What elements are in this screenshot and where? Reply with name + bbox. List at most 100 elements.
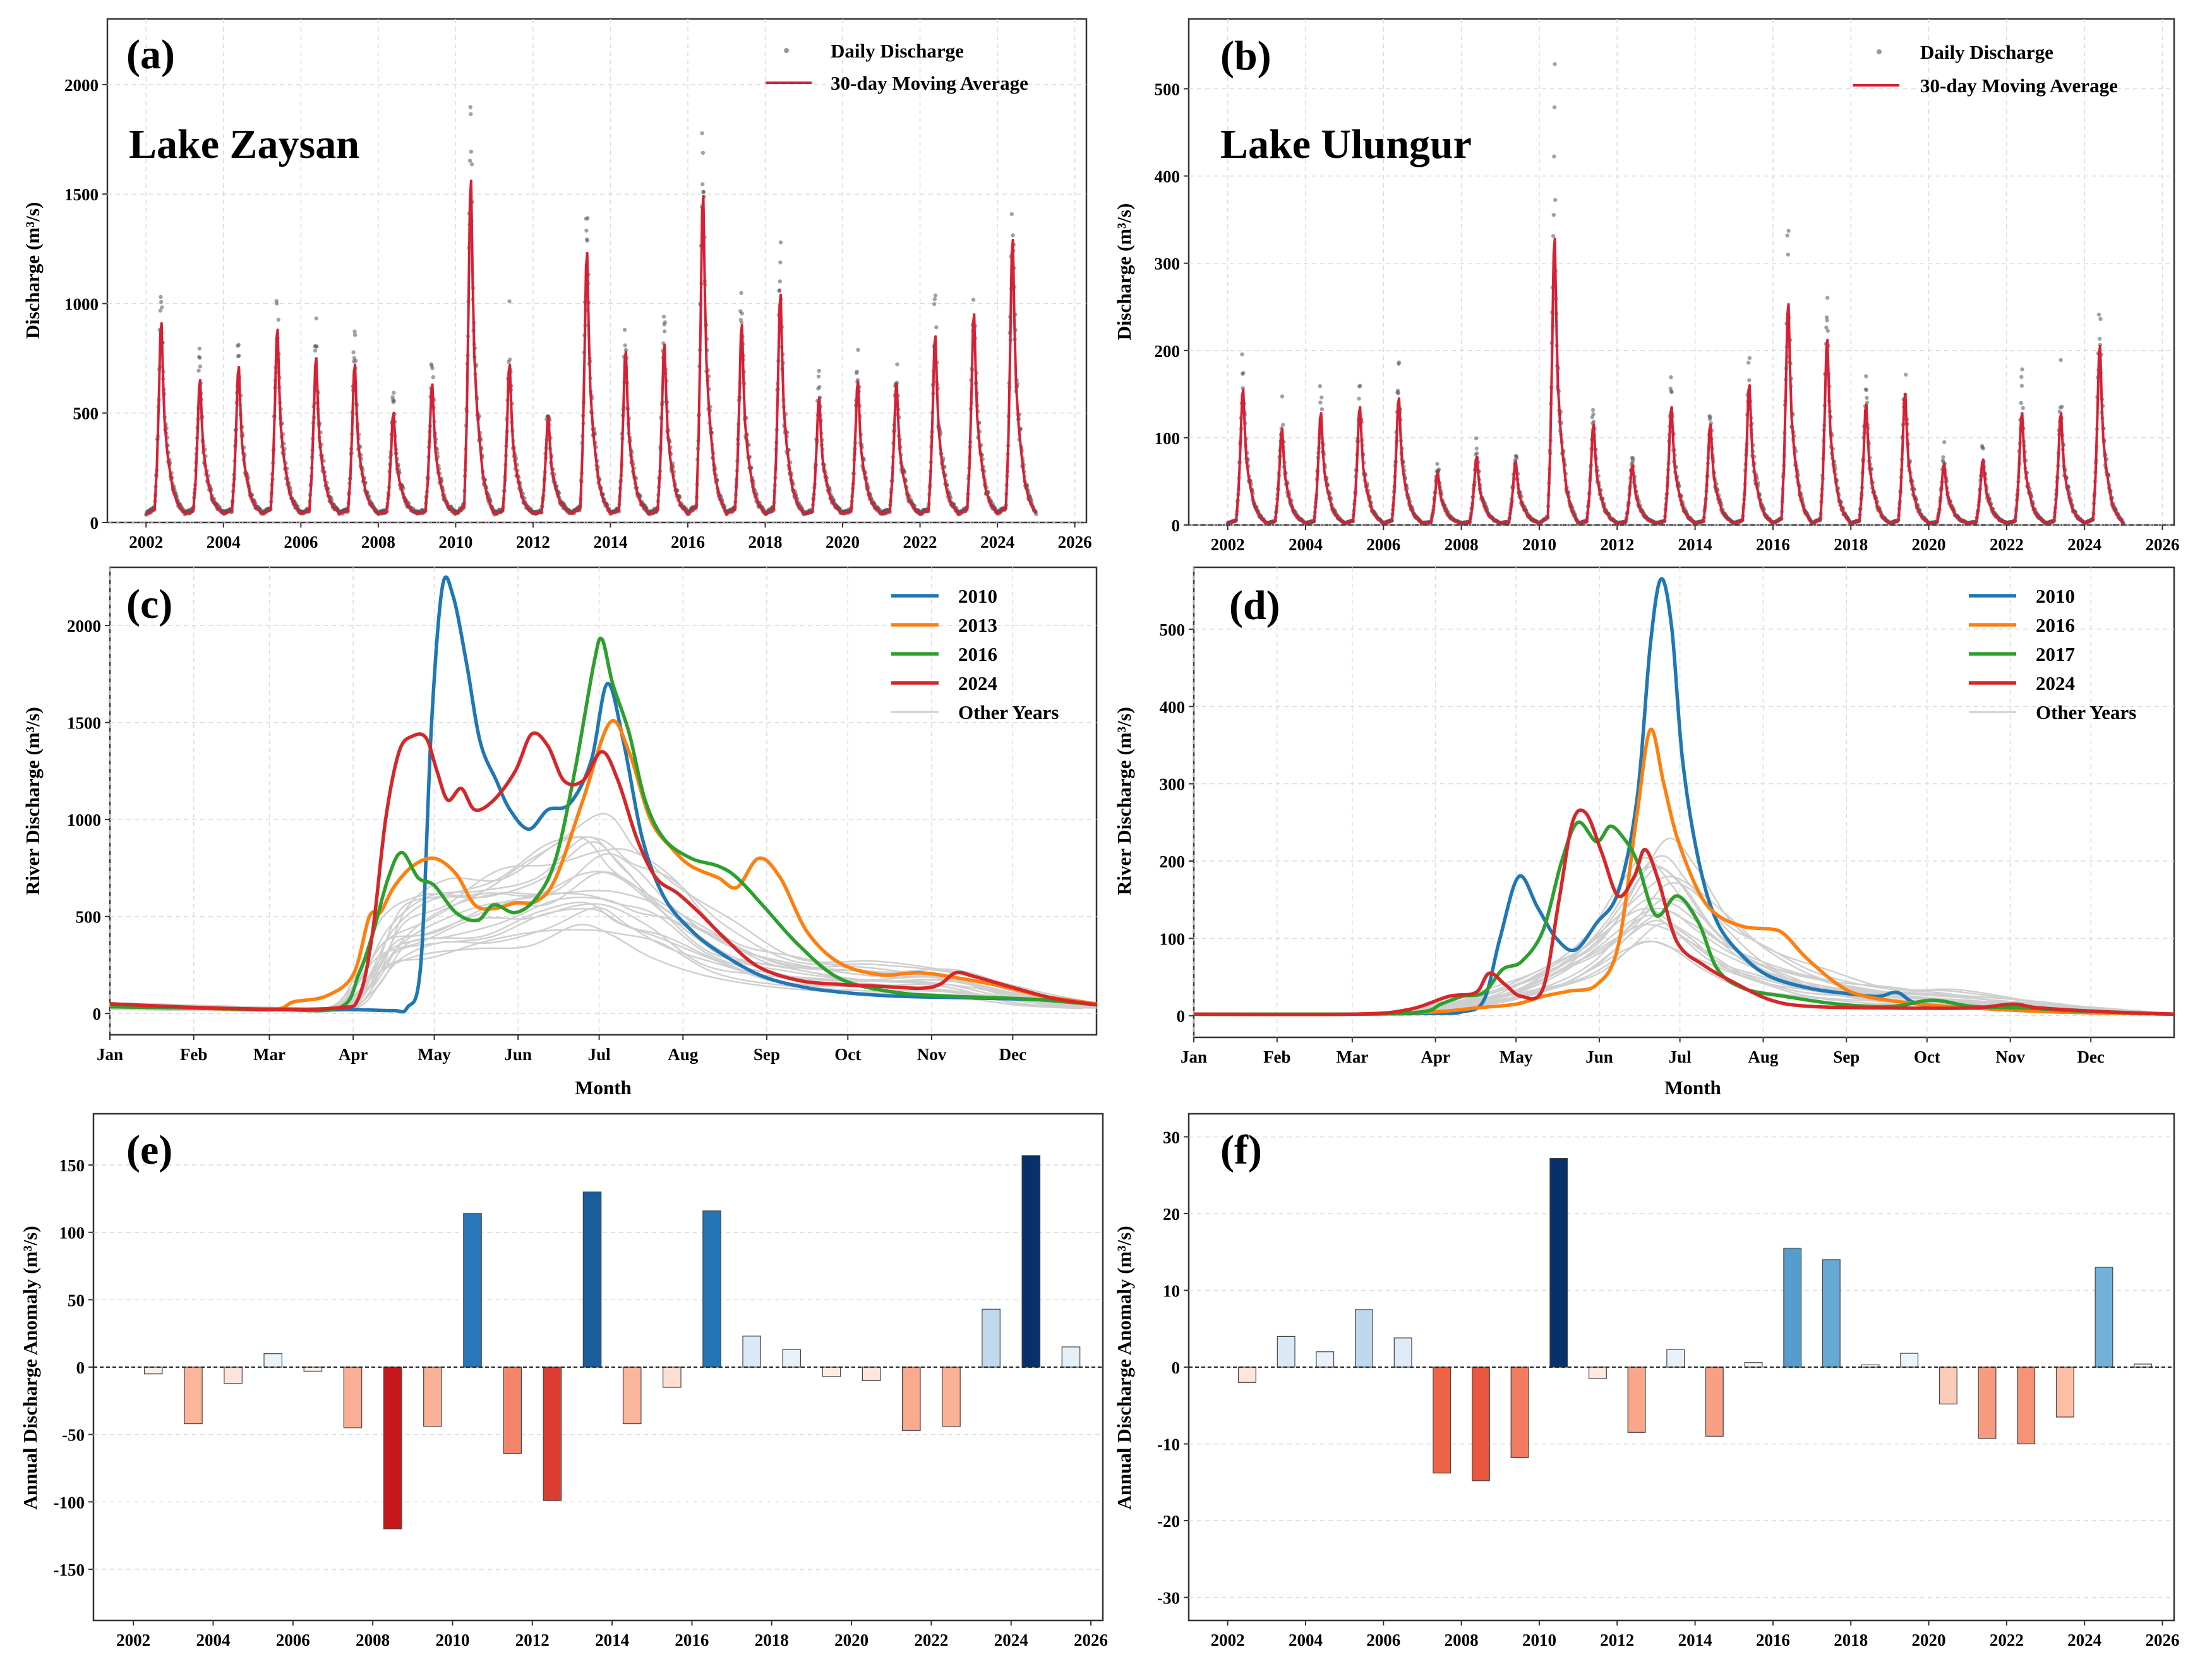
daily-point	[1552, 154, 1556, 159]
legend-label-2016: 2016	[2036, 614, 2075, 636]
daily-point	[1747, 356, 1752, 360]
bar-2008	[383, 1366, 402, 1529]
x-tick-label: 2008	[361, 533, 395, 552]
x-tick-label: 2012	[515, 1631, 550, 1650]
bar-2019	[822, 1366, 841, 1377]
daily-point	[1669, 375, 1673, 380]
daily-point	[1747, 378, 1752, 383]
y-tick-label: -50	[62, 1426, 85, 1445]
x-tick-label: 2004	[196, 1631, 230, 1650]
legend-label-other-years: Other Years	[958, 701, 1059, 723]
panel-b-title: Lake Ulungur	[1220, 121, 1472, 167]
daily-point	[932, 297, 937, 301]
x-tick-label: Feb	[1263, 1047, 1291, 1066]
daily-point	[351, 350, 356, 354]
daily-point	[778, 260, 783, 265]
daily-point	[1708, 415, 1712, 419]
daily-point	[469, 149, 474, 154]
daily-point	[622, 327, 627, 332]
panel-c-xlabel: Month	[575, 1077, 632, 1099]
daily-point	[2021, 406, 2025, 411]
daily-point	[1319, 407, 1325, 411]
daily-point	[1474, 436, 1479, 440]
x-tick-label: Feb	[180, 1045, 208, 1064]
x-tick-label: Dec	[2077, 1047, 2104, 1066]
legend-ma-label: 30-day Moving Average	[831, 72, 1028, 94]
legend-label-2024: 2024	[958, 672, 997, 694]
panel-c-label: (c)	[126, 581, 172, 627]
bar-2011	[503, 1366, 522, 1454]
daily-point	[1240, 352, 1244, 356]
y-tick-label: 0	[1177, 1007, 1186, 1026]
x-tick-label: 2020	[1912, 535, 1946, 554]
daily-point	[159, 299, 164, 305]
x-tick-label: Jun	[1585, 1047, 1613, 1066]
x-tick-label: Sep	[754, 1045, 780, 1064]
y-tick-label: 0	[1172, 516, 1181, 535]
y-tick-label: 400	[1155, 167, 1181, 186]
y-tick-label: 0	[76, 1358, 85, 1377]
y-tick-label: 400	[1160, 697, 1186, 716]
x-tick-label: Nov	[917, 1045, 947, 1064]
daily-point	[392, 399, 397, 403]
daily-point	[275, 301, 279, 306]
x-tick-label: Dec	[999, 1045, 1026, 1064]
y-tick-label: 0	[90, 514, 99, 533]
daily-point	[352, 332, 358, 337]
daily-point	[584, 228, 589, 233]
bar-2021	[901, 1366, 921, 1431]
legend-label-2017: 2017	[2036, 643, 2075, 665]
x-tick-label: 2014	[593, 533, 627, 552]
x-tick-label: 2012	[516, 533, 550, 552]
bar-2013	[582, 1191, 602, 1368]
x-tick-label: Jul	[1669, 1047, 1692, 1066]
y-tick-label: 500	[1155, 80, 1181, 99]
x-tick-label: 2002	[1211, 535, 1245, 554]
daily-point	[508, 357, 512, 362]
y-tick-label: 2000	[64, 76, 99, 95]
daily-point	[469, 112, 473, 116]
x-tick-label: Jan	[1181, 1047, 1207, 1066]
daily-point	[661, 315, 666, 319]
daily-point	[585, 238, 589, 243]
daily-point	[1864, 388, 1869, 392]
daily-point	[2098, 337, 2102, 341]
x-tick-label: 2024	[2067, 535, 2101, 554]
x-tick-label: Apr	[339, 1045, 368, 1064]
daily-point	[392, 390, 396, 395]
x-tick-label: Jun	[504, 1045, 532, 1064]
panel-b-ylabel: Discharge (m³/s)	[1113, 203, 1135, 341]
x-tick-label: Mar	[253, 1045, 286, 1064]
daily-point	[2059, 358, 2063, 363]
daily-point	[1592, 419, 1596, 424]
daily-point	[467, 159, 472, 163]
daily-point	[856, 347, 860, 352]
daily-point	[159, 294, 163, 299]
daily-point	[236, 342, 241, 347]
x-tick-label: Jul	[588, 1045, 611, 1064]
daily-point	[198, 356, 202, 360]
daily-point	[1396, 391, 1400, 395]
daily-point	[817, 368, 821, 373]
daily-point	[2096, 312, 2101, 317]
panel-a-ylabel: Discharge (m³/s)	[21, 202, 44, 339]
y-tick-label: -100	[54, 1493, 85, 1512]
y-tick-label: 500	[76, 908, 102, 927]
daily-point	[778, 279, 783, 284]
x-tick-label: Apr	[1421, 1047, 1450, 1066]
panel-a-grid	[107, 19, 1086, 523]
daily-point	[468, 105, 472, 109]
bar-2015	[662, 1366, 682, 1388]
x-tick-label: 2012	[1600, 535, 1634, 554]
y-tick-label: 500	[1160, 620, 1186, 639]
daily-point	[1941, 455, 1945, 459]
y-tick-label: 150	[59, 1156, 85, 1175]
daily-point	[430, 366, 435, 371]
panel-d-xlabel: Month	[1664, 1077, 1721, 1099]
daily-point	[1318, 384, 1322, 389]
panel-a-plot	[107, 105, 1086, 523]
daily-point	[1942, 440, 1947, 445]
x-tick-label: Jan	[97, 1045, 123, 1064]
daily-point	[237, 353, 241, 358]
daily-point	[1552, 105, 1557, 109]
